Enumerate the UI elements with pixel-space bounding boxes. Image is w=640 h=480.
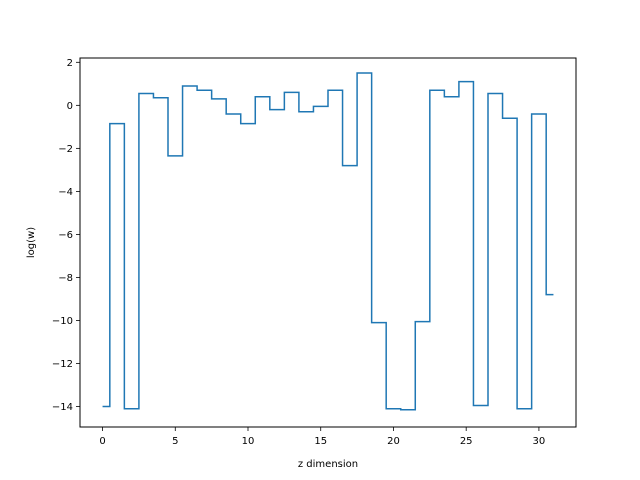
x-tick-label-0: 0: [99, 436, 105, 447]
y-tick-label-3: −8: [58, 273, 73, 284]
x-tick-label-6: 30: [533, 436, 546, 447]
y-tick-label-2: −10: [52, 316, 73, 327]
x-tick-label-4: 20: [387, 436, 400, 447]
y-axis-label: log(w): [26, 227, 37, 258]
y-tick-label-4: −6: [58, 230, 73, 241]
x-tick-label-2: 10: [242, 436, 255, 447]
y-tick-label-5: −4: [58, 187, 73, 198]
y-tick-label-8: 2: [67, 58, 73, 69]
y-tick-label-7: 0: [67, 101, 73, 112]
y-tick-label-0: −14: [52, 402, 73, 413]
y-tick-label-6: −2: [58, 144, 73, 155]
plot-frame: [79, 57, 577, 428]
x-tick-label-5: 25: [460, 436, 473, 447]
x-axis-label: z dimension: [298, 459, 358, 470]
series-line-0: [102, 72, 554, 411]
x-tick-label-3: 15: [314, 436, 327, 447]
y-tick-label-1: −12: [52, 359, 73, 370]
x-tick-label-1: 5: [172, 436, 178, 447]
